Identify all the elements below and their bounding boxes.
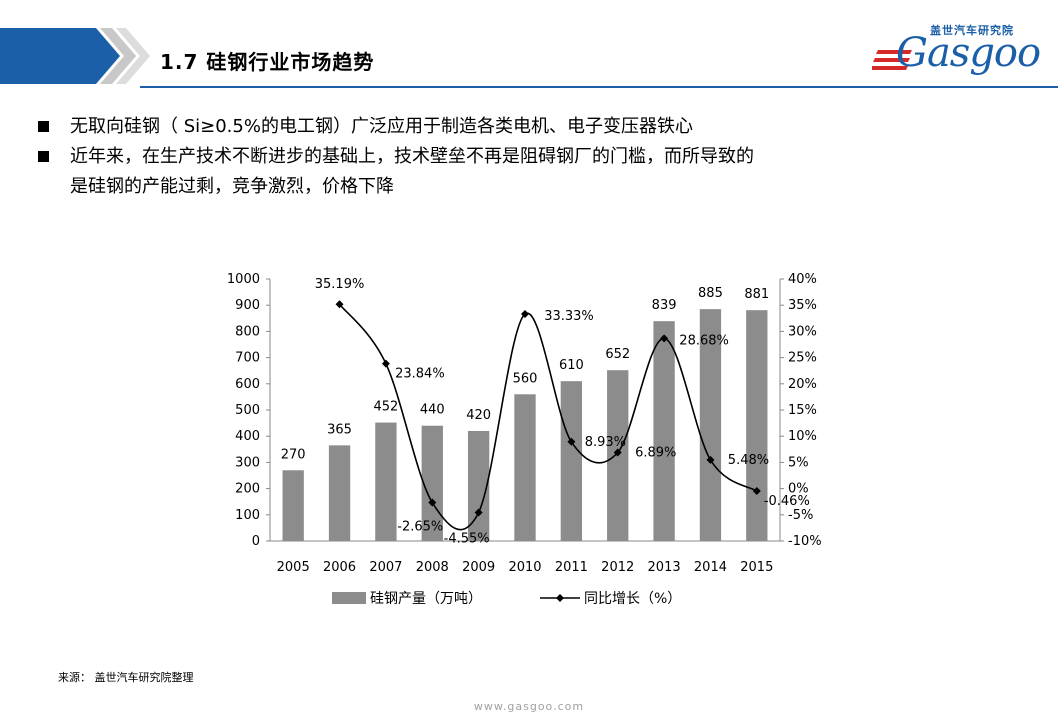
bullet-text: 近年来，在生产技术不断进步的基础上，技术壁垒不再是阻碍钢厂的门槛，而所导致的: [70, 146, 754, 167]
right-tick-label: 30%: [788, 324, 817, 339]
left-tick-label: 700: [235, 351, 260, 366]
x-tick-label: 2005: [277, 560, 310, 575]
bar-value-label: 365: [327, 422, 352, 437]
left-tick-label: 600: [235, 377, 260, 392]
legend-line-marker: [556, 594, 564, 602]
right-tick-label: 40%: [788, 272, 817, 287]
page-title: 1.7 硅钢行业市场趋势: [160, 50, 375, 74]
bar: [467, 430, 490, 541]
x-tick-label: 2010: [508, 560, 541, 575]
right-tick-label: 5%: [788, 455, 809, 470]
bar-value-label: 452: [373, 400, 398, 415]
x-tick-label: 2015: [740, 560, 773, 575]
source-note: 来源： 盖世汽车研究院整理: [58, 671, 194, 684]
growth-value-label: 8.93%: [585, 435, 626, 450]
right-tick-label: 0%: [788, 482, 809, 497]
bullet-item: 无取向硅钢（ Si≥0.5%的电工钢）广泛应用于制造各类电机、电子变压器铁心: [38, 112, 1018, 142]
x-tick-label: 2008: [416, 560, 449, 575]
legend-bar-label: 硅钢产量（万吨）: [370, 591, 482, 607]
growth-point-marker: [428, 498, 437, 507]
steel-production-chart: 0 100 200 300 400 500 600 700 800 900 1000 -10% -5% 0…: [227, 272, 822, 607]
growth-value-label: 28.68%: [679, 333, 729, 348]
growth-point-marker: [706, 455, 715, 464]
bar: [328, 445, 351, 541]
bullet-item: 近年来，在生产技术不断进步的基础上，技术壁垒不再是阻碍钢厂的门槛，而所导致的 是…: [38, 142, 1018, 202]
growth-value-label: 6.89%: [635, 445, 676, 460]
growth-value-label: -4.55%: [444, 531, 490, 546]
legend-bar-swatch: [332, 592, 366, 604]
growth-point-marker: [335, 300, 344, 309]
bar-value-label: 420: [466, 408, 491, 423]
left-tick-label: 500: [235, 403, 260, 418]
bullet-text: 是硅钢的产能过剩，竞争激烈，价格下降: [70, 176, 394, 197]
x-tick-label: 2013: [648, 560, 681, 575]
bar: [746, 310, 768, 541]
header-banner: [0, 28, 150, 84]
bar-value-label: 652: [605, 347, 630, 362]
bar: [282, 470, 304, 541]
right-tick-label: 35%: [788, 298, 817, 313]
bullet-square-icon: [38, 121, 49, 132]
left-tick-label: 100: [235, 508, 260, 523]
bar-value-label: 440: [420, 403, 445, 418]
x-tick-label: 2014: [694, 560, 727, 575]
bar: [514, 394, 536, 541]
growth-point-marker: [381, 359, 390, 368]
growth-value-label: 33.33%: [544, 309, 594, 324]
left-tick-label: 400: [235, 429, 260, 444]
left-tick-label: 0: [252, 534, 260, 549]
right-tick-label: 20%: [788, 377, 817, 392]
bar-value-label: 881: [744, 287, 769, 302]
logo-cn-text: 盖世汽车研究院: [930, 24, 1014, 37]
right-tick-label: -5%: [788, 508, 813, 523]
growth-value-label: 35.19%: [315, 277, 365, 292]
growth-point-marker: [521, 309, 529, 318]
bullet-square-icon: [38, 151, 49, 162]
right-tick-label: 10%: [788, 429, 817, 444]
bar-value-label: 885: [698, 286, 723, 301]
x-tick-label: 2007: [369, 560, 402, 575]
bar: [421, 425, 443, 541]
left-tick-label: 200: [235, 482, 260, 497]
footer-url: www.gasgoo.com: [473, 700, 585, 713]
growth-point-marker: [613, 448, 622, 457]
growth-value-label: -0.46%: [764, 494, 810, 509]
growth-point-marker: [660, 334, 669, 343]
logo-stripes-icon: [872, 50, 912, 70]
x-tick-label: 2009: [462, 560, 495, 575]
growth-point-marker: [474, 508, 483, 517]
x-tick-label: 2012: [601, 560, 634, 575]
left-tick-label: 300: [235, 455, 260, 470]
bullet-text: 无取向硅钢（ Si≥0.5%的电工钢）广泛应用于制造各类电机、电子变压器铁心: [70, 116, 693, 137]
right-tick-label: -10%: [788, 534, 822, 549]
bullet-list: 无取向硅钢（ Si≥0.5%的电工钢）广泛应用于制造各类电机、电子变压器铁心 近…: [38, 112, 1018, 202]
growth-value-label: -2.65%: [397, 519, 443, 534]
x-tick-label: 2006: [323, 560, 356, 575]
bar-value-label: 560: [513, 371, 538, 386]
x-tick-label: 2011: [555, 560, 588, 575]
growth-value-label: 23.84%: [395, 367, 445, 382]
left-tick-label: 900: [235, 298, 260, 313]
left-tick-label: 800: [235, 324, 260, 339]
left-tick-label: 1000: [227, 272, 260, 287]
growth-point-marker: [752, 487, 761, 496]
bar: [699, 309, 722, 541]
growth-value-label: 5.48%: [728, 453, 769, 468]
bar-value-label: 839: [652, 298, 677, 313]
bar: [560, 381, 583, 541]
logo-en-text: Gasgoo: [896, 30, 1041, 76]
legend-line-label: 同比增长（%）: [584, 591, 681, 607]
bar: [653, 321, 675, 541]
bar-value-label: 270: [281, 447, 306, 462]
growth-point-marker: [567, 437, 576, 446]
bar-value-label: 610: [559, 358, 584, 373]
right-tick-label: 15%: [788, 403, 817, 418]
bar: [375, 422, 397, 541]
gasgoo-logo: 盖世汽车研究院 Gasgoo: [872, 20, 1042, 82]
growth-line: [338, 303, 758, 531]
header-divider: [140, 86, 1058, 88]
right-tick-label: 25%: [788, 351, 817, 366]
